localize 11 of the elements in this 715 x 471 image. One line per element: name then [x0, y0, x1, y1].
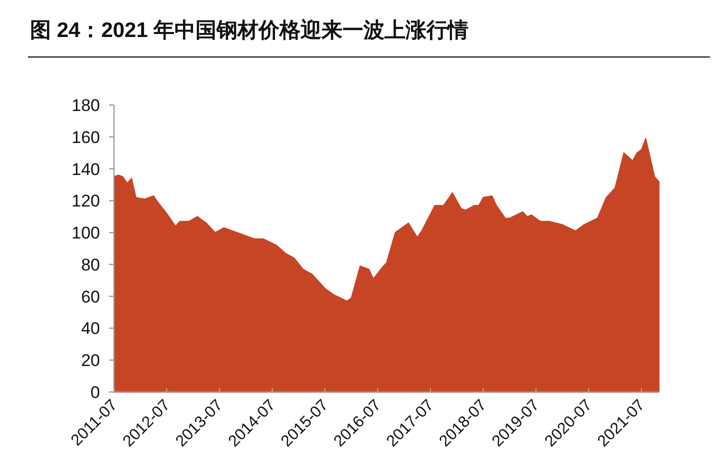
chart-title: 图 24：2021 年中国钢材价格迎来一波上涨行情 — [30, 18, 469, 42]
y-tick-label: 140 — [72, 160, 100, 179]
y-tick-label: 60 — [81, 287, 100, 306]
y-tick-label: 180 — [72, 96, 100, 115]
y-tick-label: 0 — [90, 383, 100, 402]
y-tick-label: 40 — [81, 319, 100, 338]
y-tick-label: 80 — [81, 255, 100, 274]
y-tick-label: 20 — [81, 351, 100, 370]
y-tick-label: 120 — [72, 192, 100, 211]
y-tick-label: 160 — [72, 128, 100, 147]
y-tick-label: 100 — [72, 224, 100, 243]
